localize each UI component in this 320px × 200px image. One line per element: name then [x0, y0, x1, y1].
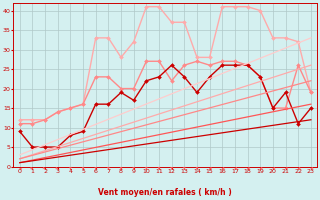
X-axis label: Vent moyen/en rafales ( km/h ): Vent moyen/en rafales ( km/h ) [99, 188, 232, 197]
